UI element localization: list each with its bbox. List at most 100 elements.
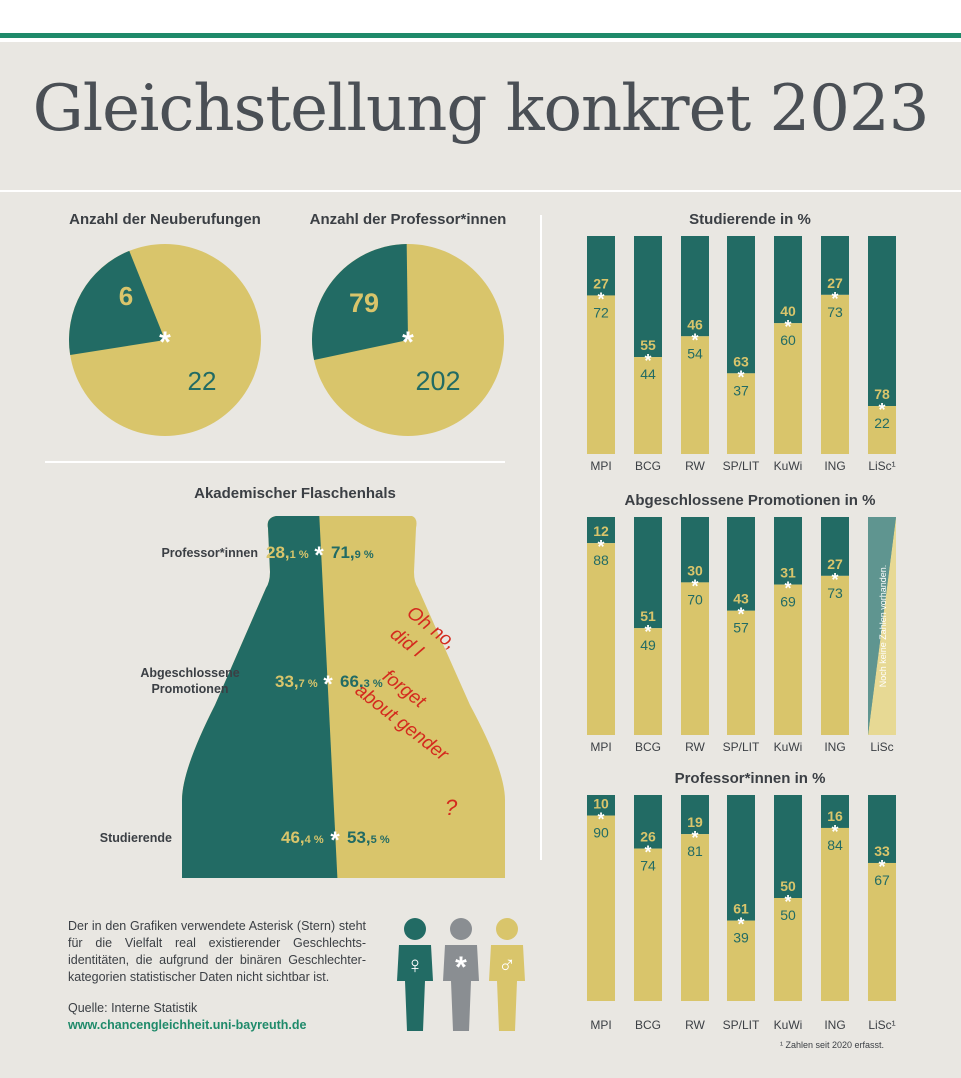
data-label-teal: 27 <box>827 275 843 291</box>
asterisk-icon: * <box>691 330 698 350</box>
bar-group: KuWi 31*69 <box>774 517 803 754</box>
pie-slice-teal <box>69 250 165 356</box>
title-divider <box>0 190 961 192</box>
bar-segment-gold <box>727 610 755 735</box>
data-label-gold: 44 <box>640 366 656 382</box>
male-symbol: ♂ <box>498 952 516 979</box>
data-label-gold: 74 <box>640 858 656 874</box>
data-label-gold: 49 <box>640 637 656 653</box>
data-label-teal: 63 <box>733 353 749 369</box>
bar-segment-gold <box>634 848 662 1001</box>
tick-label: RW <box>685 459 705 473</box>
asterisk-icon: * <box>784 892 791 912</box>
bar-segment-teal <box>868 795 896 863</box>
asterisk-icon: * <box>878 857 885 877</box>
asterisk-icon: * <box>597 289 604 309</box>
asterisk-icon: * <box>737 605 744 625</box>
pie-value-teal: 6 <box>119 281 133 311</box>
row-left-value: 33,7 % <box>275 672 318 691</box>
bar-segment-gold <box>587 543 615 735</box>
asterisk-icon: * <box>644 351 651 371</box>
data-label-teal: 10 <box>593 796 609 812</box>
bar-segment-gold <box>774 584 802 735</box>
asterisk-icon: * <box>314 542 324 569</box>
bar-no-data-shade <box>868 517 896 735</box>
tick-label: MPI <box>590 740 611 754</box>
data-label-teal: 55 <box>640 337 656 353</box>
website-link[interactable]: www.chancengleichheit.uni-bayreuth.de <box>68 1018 307 1032</box>
data-label-gold: 70 <box>687 591 703 607</box>
data-label-gold: 88 <box>593 552 609 568</box>
bar-group: SP/LIT 63*37 <box>723 236 760 473</box>
bottleneck-row-promotionen: 33,7 % * 66,3 % <box>275 671 383 698</box>
bar-segment-gold <box>821 294 849 454</box>
tick-label: KuWi <box>774 459 803 473</box>
data-label-teal: 26 <box>640 829 656 845</box>
data-label-teal: 61 <box>733 901 749 917</box>
pie-title-neuberufungen: Anzahl der Neuberufungen <box>69 211 261 228</box>
data-label-gold: 69 <box>780 594 796 610</box>
row-left-value: 28,1 % <box>266 543 309 562</box>
tick-label: BCG <box>635 1018 661 1032</box>
asterisk-icon: * <box>597 810 604 830</box>
bar-segment-gold <box>727 373 755 454</box>
row-right-value: 66,3 % <box>340 672 383 691</box>
bar-segment-teal <box>727 795 755 921</box>
bar-segment-teal <box>587 236 615 296</box>
data-label-gold: 81 <box>687 843 703 859</box>
source-text: Quelle: Interne Statistik <box>68 1001 198 1015</box>
bar-segment-teal <box>634 795 662 849</box>
asterisk-icon: * <box>831 289 838 309</box>
row-label: Studierende <box>100 831 172 845</box>
bar-group: MPI 27*72 <box>587 236 615 473</box>
bar-group: SP/LIT 43*57 <box>723 517 760 754</box>
asterisk-icon: * <box>691 576 698 596</box>
data-label-gold: 84 <box>827 837 843 853</box>
bar-segment-gold <box>681 336 709 454</box>
data-label-gold: 37 <box>733 382 749 398</box>
pie-title-professorinnen: Anzahl der Professor*innen <box>309 211 507 228</box>
data-label-gold: 50 <box>780 907 796 923</box>
tick-label: LiSc¹ <box>868 1018 895 1032</box>
tick-label: KuWi <box>774 1018 803 1032</box>
bar-group: RW 46*54 <box>681 236 709 473</box>
column-divider <box>540 215 542 860</box>
data-label-gold: 22 <box>874 415 890 431</box>
gender-figures: ♀ * ♂ <box>397 918 525 1031</box>
bar-segment-gold <box>681 582 709 735</box>
data-label-teal: 40 <box>780 303 796 319</box>
tick-label: SP/LIT <box>723 740 760 754</box>
bar-segment-teal <box>821 795 849 828</box>
bar-segment-gold <box>681 834 709 1001</box>
tick-label: KuWi <box>774 740 803 754</box>
bar-segment-teal <box>634 236 662 358</box>
tick-label: MPI <box>590 459 611 473</box>
bar-segment-teal <box>727 236 755 374</box>
bar-group: LiSc¹ 33*67 <box>868 795 896 1032</box>
annotation-question-mark: ? <box>445 795 458 820</box>
pie-value-gold: 202 <box>415 366 460 396</box>
tick-label: BCG <box>635 740 661 754</box>
pie-slice-teal <box>312 244 408 360</box>
data-label-teal: 50 <box>780 878 796 894</box>
asterisk-icon: * <box>784 317 791 337</box>
bars-title-promotionen: Abgeschlossene Promotionen in % <box>624 492 876 509</box>
data-label-gold: 73 <box>827 585 843 601</box>
bars-title-professorinnen: Professor*innen in % <box>674 770 826 787</box>
bar-group: ING 27*73 <box>821 236 849 473</box>
tick-label: LiSc <box>870 740 893 754</box>
bar-segment-gold <box>774 898 802 1001</box>
bar-segment-teal <box>681 236 709 337</box>
data-label-teal: 51 <box>640 608 656 624</box>
tick-label: ING <box>824 459 845 473</box>
bar-group: BCG 51*49 <box>634 517 662 754</box>
bar-segment-teal <box>868 236 896 407</box>
bar-segment-teal <box>587 795 615 816</box>
data-label-gold: 60 <box>780 332 796 348</box>
bar-group: LiSc¹ 78*22 <box>868 236 896 473</box>
bar-segment-gold <box>868 406 896 454</box>
asterisk-icon: * <box>737 915 744 935</box>
data-label-teal: 46 <box>687 316 703 332</box>
top-accent-line <box>0 33 961 38</box>
